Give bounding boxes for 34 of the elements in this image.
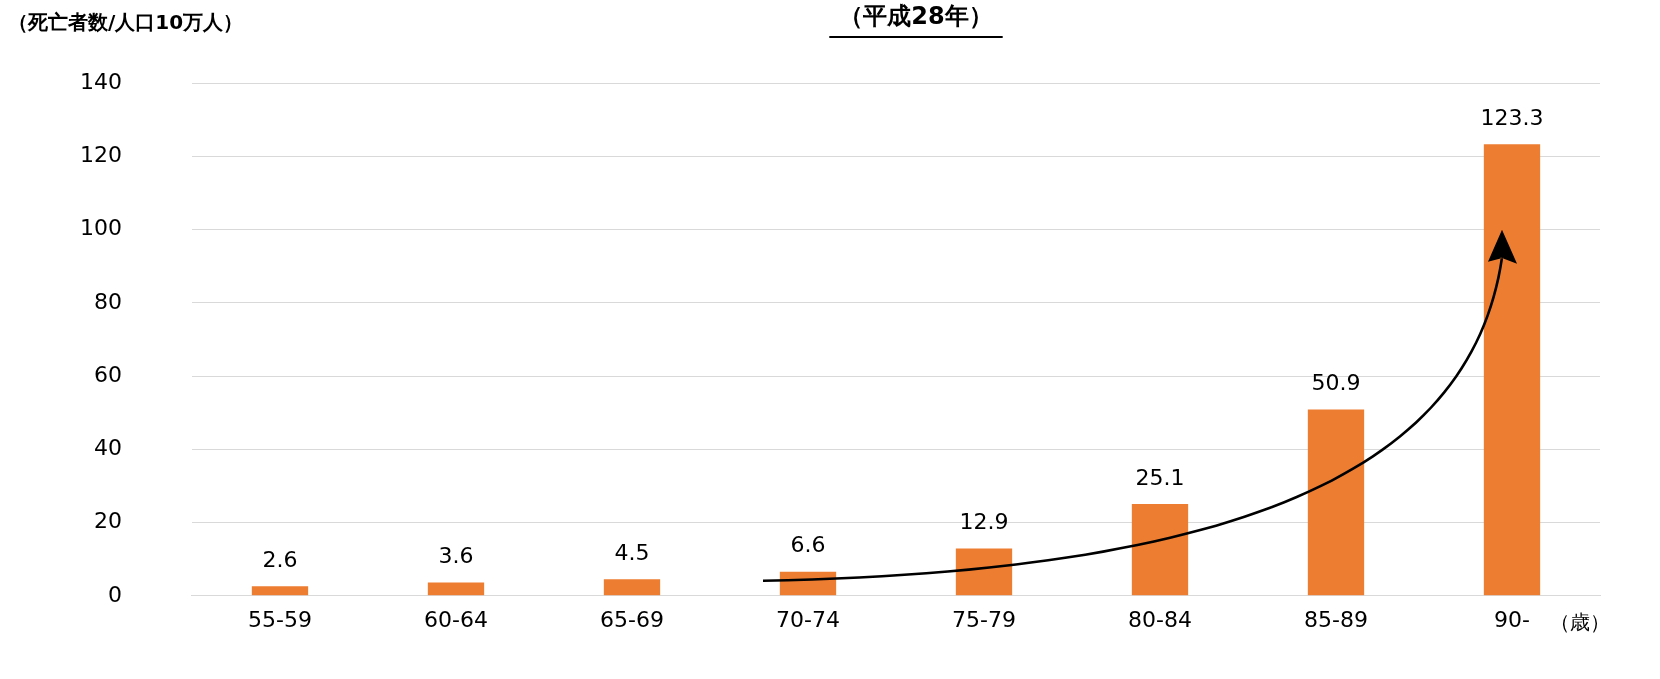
bar bbox=[251, 586, 309, 596]
chart-title: （平成28年） bbox=[839, 2, 993, 31]
y-tick-label: 80 bbox=[93, 288, 122, 314]
x-tick-label: 80-84 bbox=[1128, 606, 1192, 632]
bar bbox=[1483, 144, 1541, 596]
bar bbox=[1307, 409, 1365, 596]
bar bbox=[1131, 503, 1189, 596]
data-label: 6.6 bbox=[790, 532, 826, 558]
bar bbox=[955, 548, 1013, 596]
data-label: 12.9 bbox=[959, 509, 1009, 535]
data-label: 50.9 bbox=[1311, 370, 1361, 396]
data-label: 2.6 bbox=[262, 547, 298, 572]
bar bbox=[427, 582, 485, 596]
x-tick-label: 55-59 bbox=[248, 606, 312, 632]
x-tick-label: 70-74 bbox=[776, 606, 840, 632]
x-tick-label: 75-79 bbox=[952, 606, 1016, 632]
x-tick-label: 65-69 bbox=[600, 606, 664, 632]
data-label: 3.6 bbox=[438, 543, 474, 569]
y-axis-title: （死亡者数/人口10万人） bbox=[8, 10, 244, 35]
y-tick-label: 40 bbox=[93, 435, 122, 461]
x-tick-label: 90- bbox=[1494, 606, 1530, 632]
y-tick-label: 140 bbox=[79, 68, 122, 94]
x-tick-label: 85-89 bbox=[1304, 606, 1368, 632]
y-tick-label: 0 bbox=[107, 581, 122, 607]
data-label: 123.3 bbox=[1480, 105, 1544, 131]
y-tick-label: 60 bbox=[93, 361, 122, 387]
y-tick-label: 100 bbox=[79, 215, 122, 241]
x-tick-label: 60-64 bbox=[424, 606, 488, 632]
bar bbox=[603, 579, 661, 596]
x-axis-title: （歳） bbox=[1550, 610, 1610, 634]
data-label: 4.5 bbox=[614, 540, 650, 566]
y-tick-label: 20 bbox=[93, 508, 122, 534]
data-label: 25.1 bbox=[1135, 464, 1185, 490]
y-tick-label: 120 bbox=[79, 142, 122, 168]
